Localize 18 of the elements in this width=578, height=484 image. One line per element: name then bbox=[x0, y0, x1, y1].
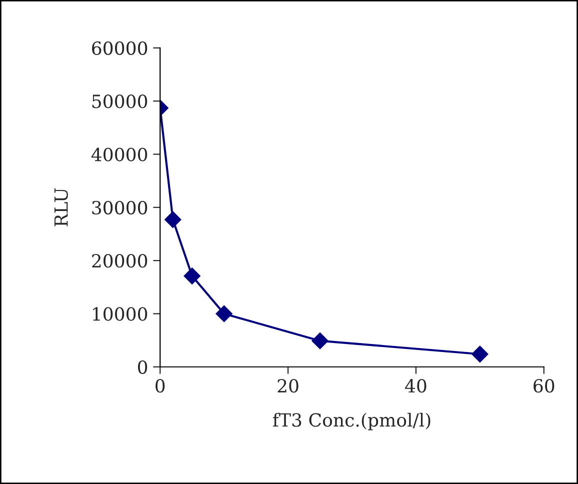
y-tick-label: 0 bbox=[138, 360, 148, 374]
x-axis-title: fT3 Conc.(pmol/l) bbox=[272, 412, 430, 430]
y-tick-label: 20000 bbox=[92, 254, 148, 268]
x-tick-label: 60 bbox=[534, 378, 554, 393]
point bbox=[216, 305, 232, 322]
point bbox=[184, 268, 200, 284]
y-tick-label: 10000 bbox=[93, 307, 148, 321]
y-tick-label: 30000 bbox=[92, 200, 148, 215]
x-tick-label: 0 bbox=[156, 378, 165, 393]
y-tick-label: 50000 bbox=[92, 94, 148, 108]
point bbox=[164, 211, 182, 228]
x-tick-label: 20 bbox=[278, 378, 298, 393]
point bbox=[472, 346, 488, 362]
y-tick-label: 60000 bbox=[92, 41, 148, 56]
point bbox=[312, 332, 328, 350]
y-tick-label: 40000 bbox=[91, 148, 148, 162]
y-axis-title: RLU bbox=[54, 188, 68, 226]
x-tick-label: 40 bbox=[405, 378, 426, 393]
